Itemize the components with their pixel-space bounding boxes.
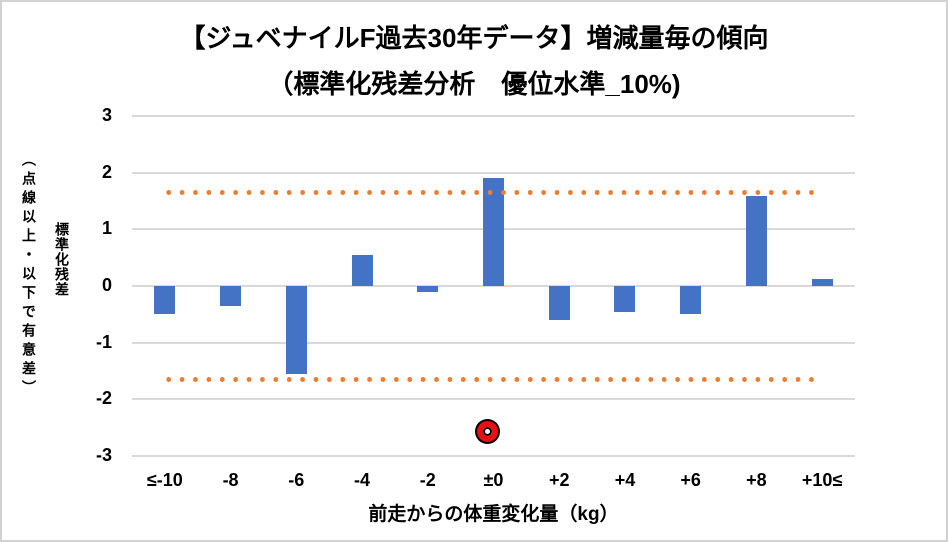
x-tick-label: -8 [222,470,239,490]
upper-threshold-dotted-line [162,190,819,196]
x-tick-label: -4 [354,470,371,490]
gridline [132,398,855,401]
gridline [132,171,855,174]
x-tick-label: ±0 [483,470,504,490]
x-tick-label: -2 [419,470,436,490]
plot-area: 3 2 1 0 -1 -2 -3 ≤-10 -8 -6 -4 -2 ±0 +2 +4 +6 +8 +10≤ [96,105,855,490]
chart-bar [285,286,307,374]
x-tick-label: +8 [746,470,767,490]
chart-title-line2: （標準化残差分析 優位水準_10%) [267,69,681,99]
chart-bar [548,286,570,320]
chart-bar [220,286,242,306]
gridline [132,285,855,287]
y-tick-label: -2 [95,388,112,409]
chart-bar [483,178,504,286]
x-tick-label: +4 [614,470,636,490]
chart-bar [811,279,833,286]
x-tick-label: -6 [288,470,305,490]
y-axis-subtitle: （点線以上・以下で有意差） [21,152,37,399]
x-tick-label: +2 [548,470,570,490]
y-tick-label: -1 [95,331,112,352]
y-axis-title: 標準化残差 [54,222,70,297]
y-tick-label: 2 [101,161,112,182]
x-tick-label: +6 [680,470,701,490]
y-tick-label: -3 [95,445,112,465]
chart-title: 【ジュベナイルF過去30年データ】増減量毎の傾向 （標準化残差分析 優位水準_1… [2,15,946,107]
chart-bar [417,286,439,292]
chart-bar [680,286,702,315]
chart-title-line1: 【ジュベナイルF過去30年データ】増減量毎の傾向 [179,23,769,53]
chart-bar [351,254,373,286]
y-tick-label: 3 [101,105,112,125]
x-tick-label: ≤-10 [146,470,183,490]
chart-bar [745,196,767,286]
y-tick-label: 0 [101,275,112,295]
x-tick-label: +10≤ [801,470,843,490]
gridline [132,341,855,344]
chart-bar [614,286,636,312]
lower-threshold-dotted-line [162,376,819,382]
x-axis-title: 前走からの体重変化量（kg） [368,504,619,525]
y-tick-label: 1 [101,218,112,239]
chart-bar [154,286,176,315]
gridline [132,455,855,457]
red-double-circle-marker [477,420,498,442]
gridline [132,115,855,117]
